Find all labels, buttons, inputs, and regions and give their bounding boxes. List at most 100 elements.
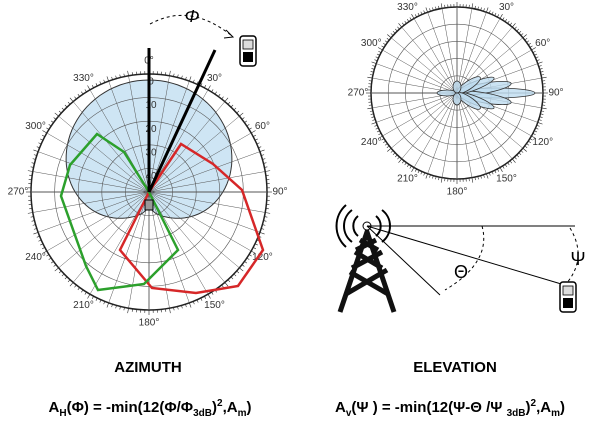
rim-tick [42, 130, 47, 134]
rim-tick [540, 113, 544, 115]
rim-tick [518, 30, 522, 34]
rim-tick [438, 5, 440, 9]
rim-tick [390, 33, 394, 36]
rim-tick [233, 107, 237, 111]
grid-spoke [128, 75, 150, 193]
rim-tick [529, 138, 533, 141]
rim-tick [264, 216, 268, 218]
rim-tick [429, 174, 431, 178]
rim-tick [374, 124, 378, 127]
rim-tick [378, 50, 382, 53]
angle-label: 270° [8, 187, 29, 198]
rim-tick [106, 302, 109, 308]
rim-tick [31, 162, 35, 164]
rim-tick [54, 112, 59, 117]
rim-tick [264, 166, 268, 168]
rim-tick [169, 70, 171, 76]
rim-tick [375, 127, 379, 130]
rim-tick [378, 135, 383, 139]
rim-tick [99, 299, 102, 303]
rim-tick [67, 279, 71, 283]
rim-tick [221, 96, 224, 100]
rim-tick [33, 149, 39, 152]
rim-tick [91, 296, 94, 299]
rim-tick [435, 176, 437, 180]
rim-tick [192, 301, 195, 305]
rim-tick [81, 289, 84, 293]
rim-tick [474, 177, 476, 181]
grid-spoke [148, 151, 260, 193]
rim-tick [370, 71, 374, 73]
rim-tick [87, 294, 91, 299]
rim-tick [376, 53, 380, 56]
rim-tick [491, 171, 494, 175]
radial-label: 40 [145, 171, 157, 182]
azimuth-plot: 0°30°60°90°120°150°180°210°240°270°300°3… [8, 48, 288, 329]
rim-tick [540, 71, 544, 73]
rim-tick [33, 154, 37, 156]
rim-tick [81, 91, 84, 95]
rim-tick [42, 250, 47, 254]
rim-tick [378, 47, 383, 51]
rim-tick [261, 154, 265, 156]
rim-tick [248, 254, 252, 257]
rim-tick [123, 307, 125, 311]
rim-tick [471, 177, 474, 183]
rim-tick [239, 112, 244, 117]
rim-tick [367, 76, 373, 79]
rim-tick [370, 113, 374, 115]
rim-tick [537, 122, 543, 125]
radial-label: 0 [148, 77, 154, 88]
angle-label: 30° [207, 73, 222, 84]
rim-tick [417, 170, 420, 174]
rim-tick [189, 76, 192, 82]
rim-tick [386, 37, 390, 41]
angle-label: 120° [252, 252, 273, 263]
rim-tick [535, 127, 539, 130]
angle-label: 210° [397, 173, 418, 184]
angle-label: 90° [548, 88, 563, 99]
grid-spoke [58, 115, 150, 193]
grid-spoke [413, 92, 458, 168]
rim-tick [185, 76, 187, 80]
rim-tick [520, 150, 524, 153]
rim-tick [42, 134, 45, 137]
rim-tick [32, 158, 36, 160]
angle-label: 270° [348, 88, 369, 99]
rim-tick [42, 247, 45, 250]
rim-tick [497, 168, 500, 172]
rim-tick [520, 33, 524, 36]
grid-spoke [32, 191, 150, 213]
grid-spoke [456, 92, 487, 174]
rim-tick [371, 61, 377, 64]
rim-tick [414, 168, 417, 172]
grid-spoke [456, 12, 487, 94]
rim-tick [420, 171, 423, 175]
rim-tick [531, 47, 536, 51]
theta-symbol: Θ [454, 262, 468, 282]
rim-tick [539, 116, 543, 118]
phi-symbol: Φ [184, 6, 199, 26]
rim-tick [254, 243, 258, 246]
rim-tick [230, 276, 234, 280]
rim-tick [48, 257, 52, 260]
rim-tick [528, 140, 531, 144]
rim-tick [404, 162, 407, 166]
rim-tick [177, 74, 179, 78]
rim-tick [367, 107, 373, 110]
rim-tick [526, 40, 530, 43]
rim-tick [239, 267, 244, 272]
rim-tick [204, 85, 207, 88]
angle-label: 60° [535, 38, 550, 49]
rim-tick [409, 165, 412, 169]
rim-tick [397, 156, 400, 160]
rim-tick [541, 110, 545, 112]
rim-tick [224, 282, 229, 287]
rim-tick [246, 257, 250, 260]
rim-tick [425, 7, 428, 13]
rim-tick [236, 110, 240, 114]
rim-tick [192, 79, 195, 83]
rim-tick [516, 154, 520, 158]
angle-label: 150° [496, 173, 517, 184]
rim-tick [58, 110, 62, 114]
